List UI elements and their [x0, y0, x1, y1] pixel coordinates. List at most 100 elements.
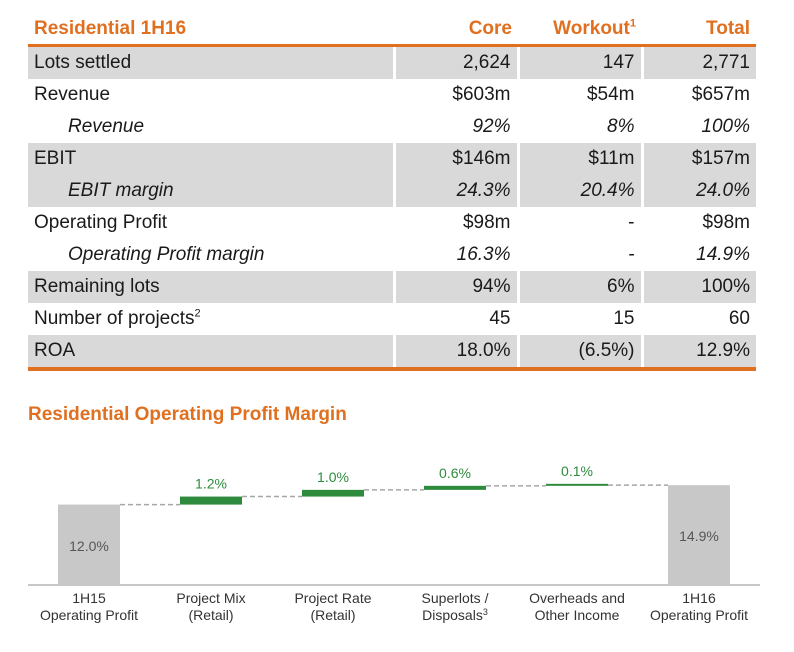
row-label: ROA [28, 335, 396, 371]
core-value-text: $146m [452, 148, 511, 169]
category-label: Disposals3 [422, 607, 488, 623]
row-label: EBIT margin [28, 175, 396, 207]
category-label-text: Other Income [535, 607, 620, 623]
core-value: 18.0% [394, 335, 520, 371]
core-value-text: $98m [462, 212, 511, 233]
table-row: ROA 18.0% (6.5%) 12.9% [28, 335, 756, 371]
core-value-text: 92% [472, 116, 511, 137]
category-label-text: Disposals [422, 607, 483, 623]
workout-value: (6.5%) [518, 335, 644, 371]
table-row: Lots settled 2,624 147 2,771 [28, 45, 756, 79]
category-label-text: 1H16 [682, 590, 716, 606]
core-value: 24.3% [394, 175, 520, 207]
category-label-text: (Retail) [188, 607, 233, 623]
category-label-text: Project Rate [294, 590, 371, 606]
total-value: 60 [642, 303, 756, 335]
category-label-text: 1H15 [72, 590, 106, 606]
waterfall-chart: 12.0%1.2% 1.0% 0.6% 0.1%14.9%1H15Operating … [28, 463, 760, 623]
core-value-text: $603m [452, 84, 511, 105]
row-label: Operating Profit [28, 207, 396, 239]
bar-label: 1.0% [317, 469, 349, 485]
total-value: 24.0% [642, 175, 756, 207]
total-value: $657m [642, 79, 756, 111]
total-value-text: 12.9% [696, 340, 750, 361]
total-value-text: $657m [691, 84, 750, 105]
core-value: 45 [394, 303, 520, 335]
total-value-text: $157m [691, 148, 750, 169]
table-row: EBIT $146m $11m $157m [28, 143, 756, 175]
workout-value-text: $54m [586, 84, 635, 105]
workout-value: 147 [518, 45, 644, 79]
row-label-text: Lots settled [34, 52, 132, 73]
category-label: (Retail) [310, 607, 355, 623]
header-workout-footnote: 1 [629, 17, 636, 30]
category-label: Operating Profit [40, 607, 138, 623]
total-value-text: 14.9% [696, 244, 750, 265]
total-value: $157m [642, 143, 756, 175]
workout-value: 8% [518, 111, 644, 143]
core-value: 94% [394, 271, 520, 303]
core-value: $146m [394, 143, 520, 175]
workout-value: 15 [518, 303, 644, 335]
workout-value-text: 15 [613, 308, 635, 329]
category-label: 1H15 [72, 590, 106, 606]
total-value-text: 100% [701, 276, 750, 297]
category-label: Superlots / [422, 590, 489, 606]
workout-value: $11m [518, 143, 644, 175]
row-label-text: Number of projects [34, 308, 195, 329]
total-value: 12.9% [642, 335, 756, 371]
category-label-text: Operating Profit [40, 607, 138, 623]
bar-label: 14.9% [679, 528, 719, 544]
category-label-text: Superlots / [422, 590, 489, 606]
row-label: Operating Profit margin [28, 239, 396, 271]
row-label-text: Revenue [68, 116, 145, 137]
row-label-footnote: 2 [194, 307, 201, 320]
header-core: Core [394, 14, 518, 47]
category-footnote: 3 [483, 607, 488, 617]
bar-label: 0.1% [561, 463, 593, 479]
category-label: Other Income [535, 607, 620, 623]
row-label: Number of projects2 [28, 303, 396, 335]
row-label-text: Revenue [34, 84, 111, 105]
core-value: $98m [394, 207, 520, 239]
total-value: 100% [642, 271, 756, 303]
table-row: EBIT margin 24.3% 20.4% 24.0% [28, 175, 756, 207]
category-label: Project Mix [176, 590, 245, 606]
core-value-text: 2,624 [462, 52, 511, 73]
row-label-text: EBIT [34, 148, 77, 169]
total-value: $98m [642, 207, 756, 239]
total-value-text: 24.0% [696, 180, 750, 201]
total-value: 14.9% [642, 239, 756, 271]
workout-value-text: 20.4% [580, 180, 635, 201]
workout-value: 6% [518, 271, 644, 303]
bar-delta [424, 485, 486, 490]
table-row: Operating Profit $98m - $98m [28, 207, 756, 239]
total-value-text: 2,771 [702, 52, 750, 73]
row-label: Remaining lots [28, 271, 396, 303]
workout-value: - [518, 239, 644, 271]
header-total: Total [642, 14, 756, 47]
total-value: 2,771 [642, 45, 756, 79]
table-row: Number of projects2 45 15 60 [28, 303, 756, 335]
row-label-text: Remaining lots [34, 276, 160, 297]
table-row: Remaining lots 94% 6% 100% [28, 271, 756, 303]
row-label-text: Operating Profit margin [68, 244, 265, 265]
category-label: 1H16 [682, 590, 716, 606]
workout-value: $54m [518, 79, 644, 111]
row-label: Lots settled [28, 45, 396, 79]
total-value-text: 60 [728, 308, 750, 329]
row-label: EBIT [28, 143, 396, 175]
core-value-text: 94% [472, 276, 511, 297]
table-header-row: Residential 1H16 Core Workout1 Total [28, 14, 756, 47]
table-row: Revenue 92% 8% 100% [28, 111, 756, 143]
category-label-text: Project Mix [176, 590, 245, 606]
workout-value-text: 8% [607, 116, 635, 137]
core-value: $603m [394, 79, 520, 111]
category-label-text: (Retail) [310, 607, 355, 623]
category-label: Project Rate [294, 590, 371, 606]
core-value: 16.3% [394, 239, 520, 271]
total-value: 100% [642, 111, 756, 143]
category-label: Overheads and [529, 590, 625, 606]
row-label: Revenue [28, 79, 396, 111]
core-value-text: 24.3% [456, 180, 511, 201]
